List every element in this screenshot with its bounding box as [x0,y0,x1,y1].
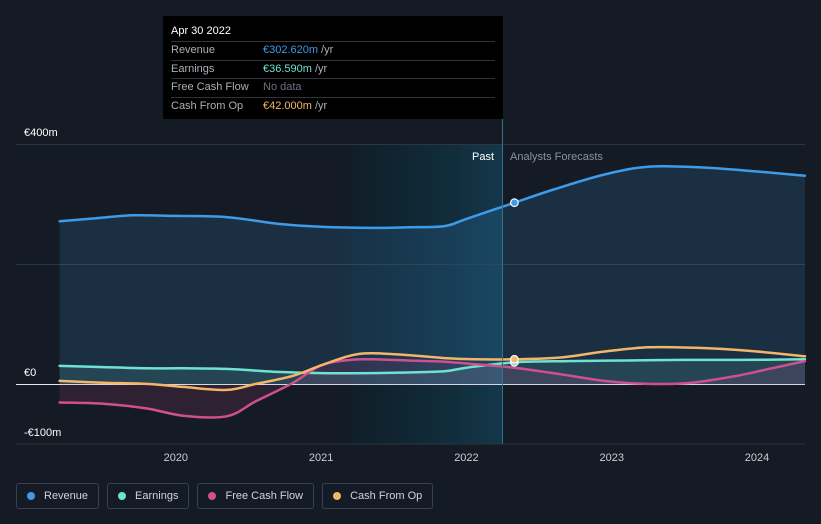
tooltip-value: €302.620m/yr [263,44,334,56]
legend-dot-icon [208,492,217,500]
tooltip-value: €36.590m/yr [263,62,328,75]
x-tick-label: 2024 [745,452,769,464]
x-tick-label: 2023 [600,452,624,464]
tooltip-label: Free Cash Flow [171,81,249,93]
tooltip-value: €42.000m/yr [263,99,328,112]
tooltip-label: Earnings [171,62,215,75]
forecast-label: Analysts Forecasts [510,151,603,163]
y-tick-label: €400m [24,127,58,139]
past-highlight [351,144,503,444]
revenue-area [59,166,806,385]
x-tick-label: 2021 [309,452,333,464]
series-lines [58,164,807,419]
series-areas [59,166,806,418]
legend-item-earnings[interactable]: Earnings [107,483,190,509]
y-tick-label: €0 [24,367,36,379]
free-cash-flow-line [58,357,807,419]
free-cash-flow-area [59,359,806,418]
tooltip-row-free-cash-flow: Free Cash Flow No data [171,79,495,98]
earnings-area [59,359,806,385]
tooltip: Apr 30 2022 Revenue €302.620m/yr Earnings €… [163,16,503,119]
x-tick-label: 2022 [454,452,478,464]
earnings-line [58,358,807,375]
revenue-line [58,164,807,230]
legend-dot-icon [333,492,342,500]
legend-label: Revenue [44,490,89,502]
tooltip-label: Revenue [171,44,216,56]
legend-dot-icon [27,492,35,500]
cash-from-op-marker [509,354,519,364]
legend-label: Free Cash Flow [225,490,304,502]
tooltip-row-revenue: Revenue €302.620m/yr [171,42,495,61]
tooltip-rows: Revenue €302.620m/yr Earnings €36.590m/yr Fr… [171,42,495,115]
legend-label: Cash From Op [350,490,423,502]
legend: Revenue Earnings Free Cash Flow Cash From O… [16,483,434,509]
legend-dot-icon [118,492,127,500]
revenue-marker [509,198,519,208]
tooltip-date: Apr 30 2022 [171,23,495,42]
tooltip-row-earnings: Earnings €36.590m/yr [171,61,495,79]
tooltip-label: Cash From Op [171,99,244,112]
tooltip-row-cash-from-op: Cash From Op €42.000m/yr [171,98,495,116]
legend-item-cash-from-op[interactable]: Cash From Op [322,483,434,509]
past-label: Past [472,151,494,163]
legend-label: Earnings [135,490,179,502]
axis-ticks: 2020 2021 2022 2023 2024 €400m €0 -€100m [24,127,769,464]
legend-item-free-cash-flow[interactable]: Free Cash Flow [197,483,315,509]
series-markers [509,198,519,367]
legend-item-revenue[interactable]: Revenue [16,483,100,509]
x-tick-label: 2020 [164,452,188,464]
tooltip-value: No data [263,81,302,93]
cash-from-op-line [58,345,807,392]
y-tick-label: -€100m [24,427,61,439]
